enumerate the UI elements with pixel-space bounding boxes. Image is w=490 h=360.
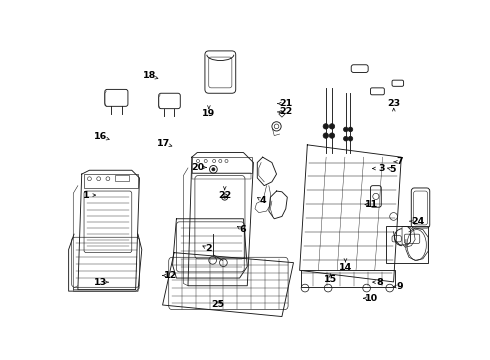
Text: 11: 11	[365, 200, 378, 209]
Bar	[301, 270, 395, 287]
Circle shape	[343, 136, 348, 141]
Text: 17: 17	[157, 139, 170, 148]
Text: 2: 2	[205, 244, 212, 253]
Text: 23: 23	[387, 99, 400, 108]
Text: 1: 1	[82, 190, 89, 199]
Bar	[192, 157, 252, 172]
Bar	[84, 174, 138, 188]
Circle shape	[329, 133, 335, 138]
Text: 9: 9	[396, 282, 403, 291]
Text: 20: 20	[192, 163, 205, 172]
Text: 7: 7	[396, 157, 403, 166]
Circle shape	[329, 124, 335, 129]
Text: 22: 22	[218, 190, 231, 199]
Text: 13: 13	[94, 278, 107, 287]
Text: 25: 25	[211, 300, 224, 309]
Text: 4: 4	[259, 196, 266, 205]
Circle shape	[348, 136, 353, 141]
Circle shape	[348, 127, 353, 132]
Text: 21: 21	[279, 99, 293, 108]
Text: 12: 12	[164, 271, 177, 280]
Text: 18: 18	[143, 71, 156, 80]
Bar	[386, 226, 428, 264]
Text: 15: 15	[324, 275, 337, 284]
Circle shape	[343, 127, 348, 132]
Bar	[115, 175, 129, 181]
Text: 16: 16	[95, 132, 108, 141]
Text: 3: 3	[378, 164, 385, 173]
Text: 22: 22	[279, 107, 293, 116]
Text: 5: 5	[390, 165, 396, 174]
Text: 8: 8	[376, 278, 383, 287]
Text: 24: 24	[411, 217, 424, 226]
Circle shape	[323, 124, 328, 129]
Circle shape	[323, 133, 328, 138]
Text: 10: 10	[366, 294, 378, 303]
Text: 14: 14	[339, 263, 352, 272]
Text: 6: 6	[239, 225, 246, 234]
Circle shape	[223, 196, 226, 198]
Bar	[192, 172, 251, 179]
Circle shape	[212, 168, 215, 171]
Text: 19: 19	[202, 109, 216, 118]
